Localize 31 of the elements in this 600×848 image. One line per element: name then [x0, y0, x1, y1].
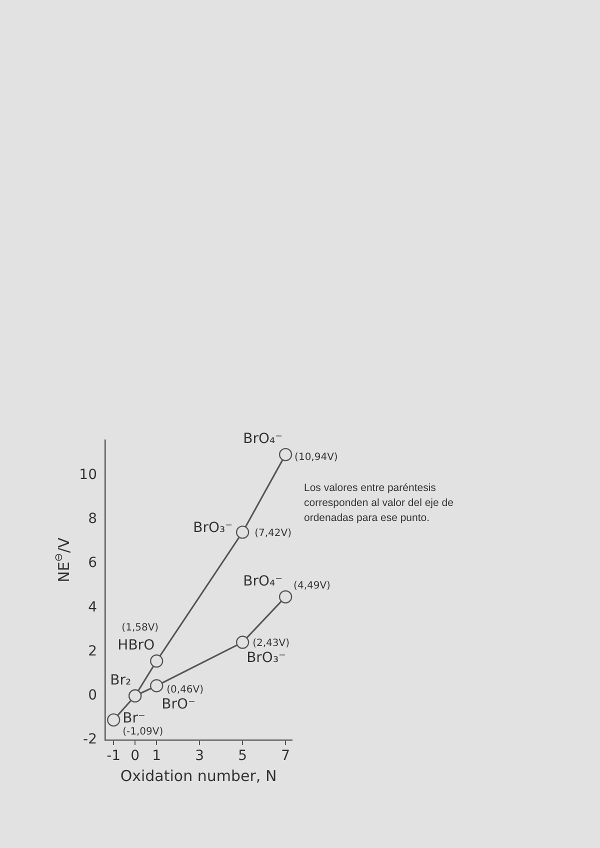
x-axis-title: Oxidation number, N	[120, 766, 277, 785]
x-tick-label: 0	[130, 748, 140, 764]
data-label: (1,58V)	[122, 622, 159, 634]
y-tick-label: 6	[88, 555, 98, 572]
data-label: (4,49V)	[294, 580, 331, 592]
data-label: (2,43V)	[252, 638, 290, 649]
data-label: (10,94V)	[294, 452, 338, 464]
annotation: BrO⁻	[162, 696, 196, 712]
annotation: BrO₄⁻	[243, 573, 283, 590]
y-tick-label: 10	[79, 466, 97, 483]
annotation: BrO₃⁻	[246, 650, 286, 666]
y-tick-label: -2	[83, 732, 97, 748]
x-tick-label: 3	[195, 748, 204, 764]
text: Los valores entre paréntesis corresponden al valor del eje de ordenadas para ese punto.	[304, 482, 454, 524]
annotation: Br₂	[110, 672, 132, 689]
data-label: (-1,09V)	[122, 726, 164, 738]
annotation: BrO₃⁻	[193, 520, 233, 536]
data-label: (0,46V)	[166, 684, 204, 696]
x-tick-label: 7	[281, 748, 290, 764]
data-label: (7,42V)	[254, 528, 292, 539]
annotation: BrO₄⁻	[243, 431, 283, 448]
x-tick-label: -1	[106, 748, 121, 764]
y-tick-label: 0	[88, 688, 97, 704]
y-tick-label: 2	[88, 643, 97, 660]
annotation: Br⁻	[122, 710, 146, 727]
y-tick-label: 4	[88, 599, 98, 616]
annotation: HBrO	[118, 638, 155, 654]
y-tick-label: 8	[88, 511, 97, 528]
y-axis-title: NE⊖/V	[53, 536, 73, 582]
x-tick-label: 5	[238, 748, 248, 764]
x-tick-label: 1	[152, 748, 162, 764]
